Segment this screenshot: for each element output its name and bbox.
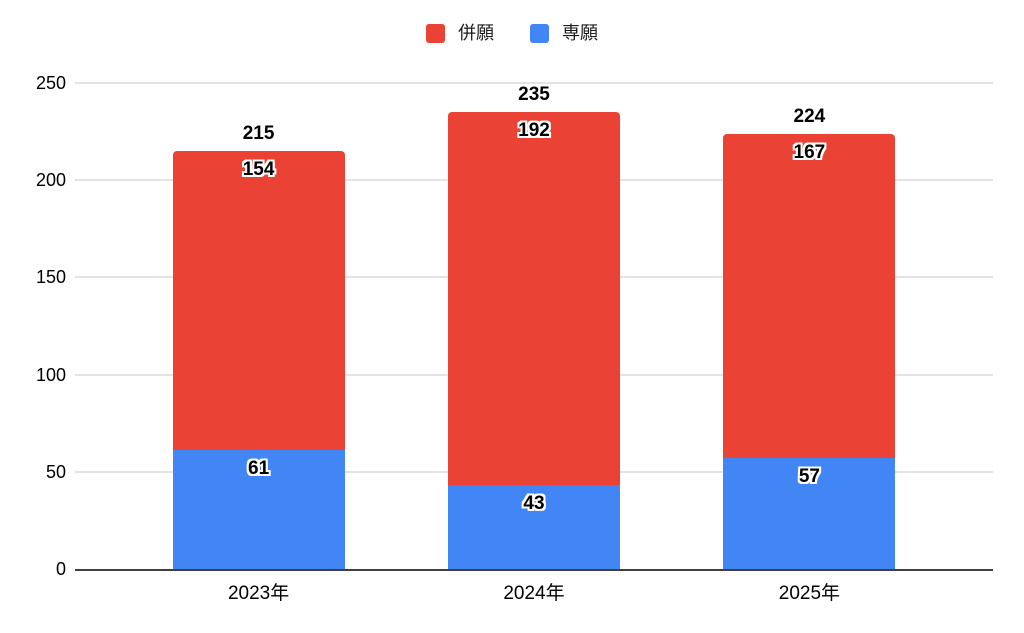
x-axis-label-2023年: 2023年	[227, 583, 290, 604]
legend-item-併願: 併願	[426, 24, 494, 43]
bar-segment-併願-2023年	[172, 151, 345, 451]
bar-segment-併願-2025年	[723, 133, 896, 459]
legend-swatch-icon	[530, 24, 549, 43]
y-axis-tick-label: 0	[55, 559, 66, 579]
legend-swatch-icon	[426, 24, 445, 43]
bar-value-label-専願-2024年: 43	[523, 493, 545, 515]
bar-segment-専願-2023年	[172, 450, 345, 569]
y-axis-tick-label: 250	[35, 73, 66, 93]
bar-value-label-併願-2023年: 154	[242, 159, 275, 181]
total-label-2023年: 215	[242, 123, 275, 145]
bar-value-label-専願-2025年: 57	[798, 466, 820, 488]
bar-value-label-併願-2024年: 192	[518, 120, 550, 142]
y-axis-tick-label: 150	[35, 267, 66, 288]
bar-segment-専願-2024年	[448, 485, 620, 569]
x-axis-label-2024年: 2024年	[503, 583, 565, 604]
plot-area: 61 154 215 43 192 235 57 167 224	[75, 82, 993, 571]
gridline-250	[75, 82, 993, 84]
total-label-2025年: 224	[793, 105, 826, 127]
y-axis: 0 50 100 150 200 250	[0, 73, 66, 579]
chart-legend: 併願 専願	[0, 24, 1024, 43]
x-axis: 2023年 2024年 2025年	[75, 578, 993, 604]
bar-value-label-併願-2025年: 167	[793, 141, 826, 163]
bar-segment-専願-2025年	[723, 458, 896, 569]
legend-label: 専願	[562, 23, 598, 43]
y-axis-tick-label: 200	[35, 170, 66, 191]
bar-segment-併願-2024年	[448, 112, 620, 486]
legend-item-専願: 専願	[530, 24, 598, 43]
x-axis-label-2025年: 2025年	[778, 583, 841, 604]
y-axis-tick-label: 100	[35, 364, 66, 385]
x-axis-line	[75, 569, 993, 571]
y-axis-tick-label: 50	[45, 461, 66, 482]
legend-label: 併願	[458, 23, 494, 43]
bar-value-label-専願-2023年: 61	[248, 458, 270, 480]
total-label-2024年: 235	[518, 84, 550, 106]
